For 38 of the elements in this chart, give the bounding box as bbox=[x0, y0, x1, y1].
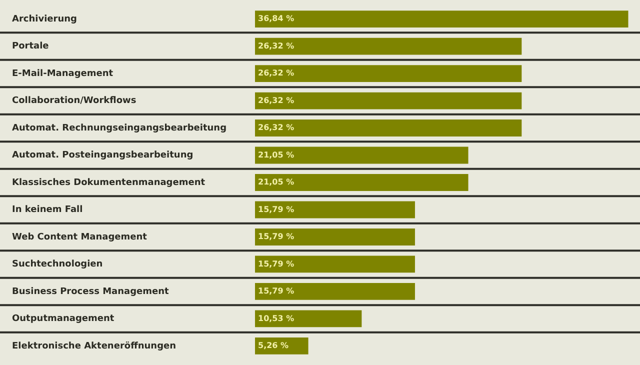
data-label: 5,26 % bbox=[258, 341, 289, 350]
data-label: 26,32 % bbox=[258, 41, 294, 50]
bar bbox=[255, 120, 522, 136]
bar bbox=[255, 310, 362, 328]
data-label: 15,79 % bbox=[258, 286, 294, 296]
data-label: 26,32 % bbox=[258, 68, 294, 78]
data-label: 15,79 % bbox=[258, 204, 294, 214]
bar bbox=[255, 201, 415, 218]
bar bbox=[255, 228, 415, 246]
y-tick-label: Archivierung bbox=[12, 14, 77, 24]
data-label: 15,79 % bbox=[258, 259, 294, 268]
bar bbox=[255, 256, 415, 273]
y-tick-label: Klassisches Dokumentenmanagement bbox=[12, 178, 206, 188]
bar bbox=[255, 65, 522, 82]
data-label: 26,32 % bbox=[258, 123, 294, 132]
bar bbox=[255, 38, 522, 55]
data-label: 10,53 % bbox=[258, 314, 294, 323]
y-tick-label: Automat. Rechnungseingangsbearbeitung bbox=[12, 123, 227, 134]
y-tick-label: Web Content Management bbox=[12, 232, 148, 242]
data-label: 36,84 % bbox=[258, 14, 294, 24]
bar bbox=[255, 10, 628, 28]
y-tick-label: Collaboration/Workflows bbox=[12, 96, 136, 106]
y-tick-label: In keinem Fall bbox=[12, 205, 83, 216]
y-tick-label: Elektronische Akteneröffnungen bbox=[12, 341, 176, 352]
y-tick-label: Outputmanagement bbox=[12, 314, 115, 324]
bar bbox=[255, 92, 522, 110]
data-label: 26,32 % bbox=[258, 96, 294, 105]
y-tick-label: Suchtechnologien bbox=[12, 260, 103, 270]
y-tick-label: Business Process Management bbox=[12, 286, 170, 297]
bar bbox=[255, 174, 468, 191]
y-tick-label: Portale bbox=[12, 42, 49, 52]
data-label: 15,79 % bbox=[258, 232, 294, 242]
bar bbox=[255, 283, 415, 300]
data-label: 21,05 % bbox=[258, 178, 294, 187]
bar bbox=[255, 146, 468, 164]
y-tick-label: Automat. Posteingangsbearbeitung bbox=[12, 150, 194, 161]
data-label: 21,05 % bbox=[258, 150, 294, 160]
y-tick-label: E-Mail-Management bbox=[12, 68, 114, 79]
